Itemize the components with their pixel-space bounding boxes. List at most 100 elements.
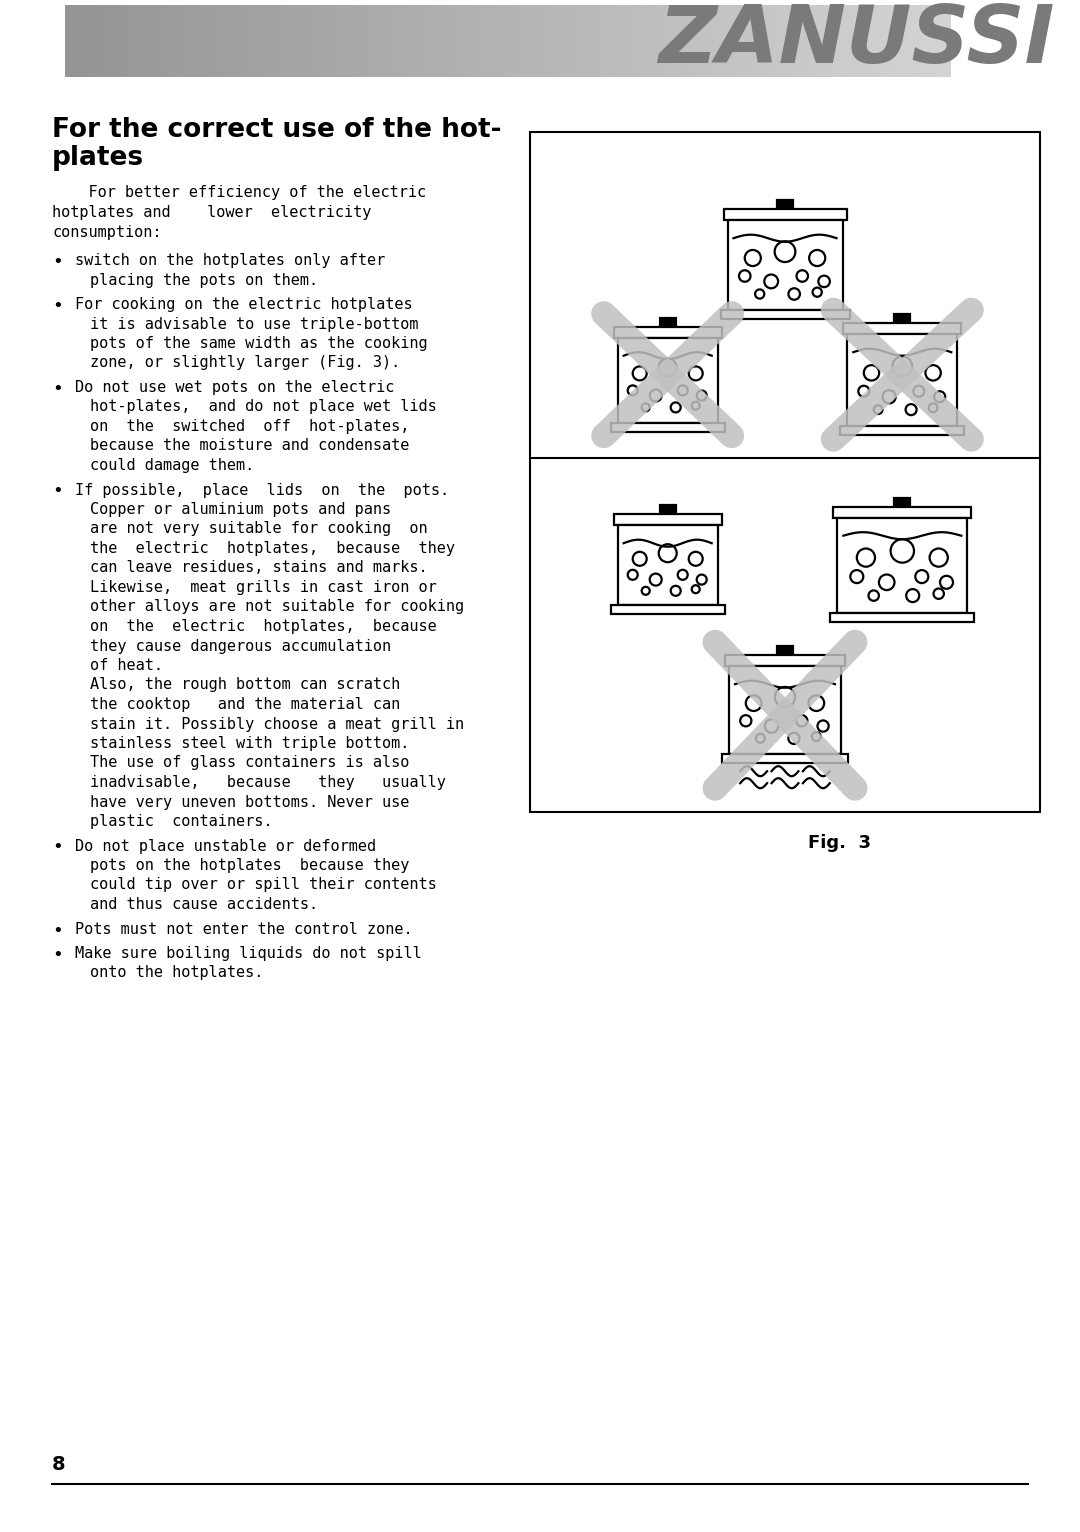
Text: Copper or aluminium pots and pans: Copper or aluminium pots and pans [90,502,391,516]
Text: of heat.: of heat. [90,659,163,673]
Bar [556,5,559,77]
Bar [858,5,861,77]
Bar [225,5,228,77]
Circle shape [933,588,944,599]
Text: it is advisable to use triple-bottom: it is advisable to use triple-bottom [90,317,419,331]
Bar [103,5,106,77]
Bar [455,5,458,77]
Bar [497,5,500,77]
Text: Do not place unstable or deformed: Do not place unstable or deformed [75,838,376,853]
Bar [778,5,781,77]
Bar [206,5,210,77]
Bar [848,5,851,77]
Bar [581,5,583,77]
Bar [383,5,387,77]
Bar [573,5,577,77]
Bar [109,5,112,77]
Bar [658,5,661,77]
Bar [539,5,542,77]
Bar [664,5,667,77]
Bar [548,5,551,77]
Bar [235,5,239,77]
Bar [415,5,418,77]
Circle shape [809,250,825,267]
Bar [490,5,492,77]
Bar [700,5,703,77]
Text: pots on the hotplates  because they: pots on the hotplates because they [90,858,409,873]
Bar [400,5,402,77]
Bar [588,5,591,77]
Bar [523,5,526,77]
Bar [90,5,93,77]
Circle shape [929,403,937,412]
Bar [153,5,157,77]
Bar [902,5,905,77]
Circle shape [859,386,869,397]
Bar [242,5,245,77]
Circle shape [874,406,882,414]
Bar [278,5,281,77]
Bar [607,5,610,77]
Bar [408,5,411,77]
Bar [143,5,146,77]
Bar [689,5,692,77]
Bar [288,5,292,77]
Bar [797,5,800,77]
Bar [413,5,416,77]
Bar [886,5,889,77]
Bar [636,5,639,77]
Text: are not very suitable for cooking  on: are not very suitable for cooking on [90,521,428,536]
Bar [360,5,363,77]
Bar [693,5,697,77]
Bar [211,5,214,77]
Bar [318,5,321,77]
Text: onto the hotplates.: onto the hotplates. [90,965,264,980]
Bar [286,5,289,77]
Bar [293,5,296,77]
Bar [919,5,922,77]
Bar [503,5,507,77]
Bar [244,5,247,77]
Circle shape [775,686,795,708]
Bar [801,5,805,77]
Bar [375,5,378,77]
Bar [837,518,968,613]
Bar [620,5,623,77]
Bar [255,5,258,77]
Circle shape [892,357,913,377]
Bar [448,5,451,77]
Bar [826,5,829,77]
Bar [676,5,679,77]
Bar [69,5,72,77]
Bar [65,5,68,77]
Bar [180,5,184,77]
Bar [767,5,770,77]
Bar [600,5,604,77]
Circle shape [940,576,953,588]
Bar [521,5,524,77]
Bar [740,5,743,77]
Bar [174,5,177,77]
Bar [713,5,716,77]
Bar [176,5,179,77]
Bar [569,5,572,77]
Bar [786,5,789,77]
Bar [259,5,262,77]
Bar [843,5,847,77]
Bar [94,5,97,77]
Bar [202,5,205,77]
Bar [253,5,256,77]
Bar [518,5,522,77]
Bar [939,5,942,77]
Circle shape [756,734,765,743]
Bar [583,5,586,77]
Circle shape [882,391,895,403]
Bar [660,317,676,326]
Bar [672,5,674,77]
Bar [725,656,845,666]
Bar [831,613,974,622]
Bar [330,5,334,77]
Circle shape [627,570,637,579]
Bar [610,605,725,614]
Bar [158,5,161,77]
